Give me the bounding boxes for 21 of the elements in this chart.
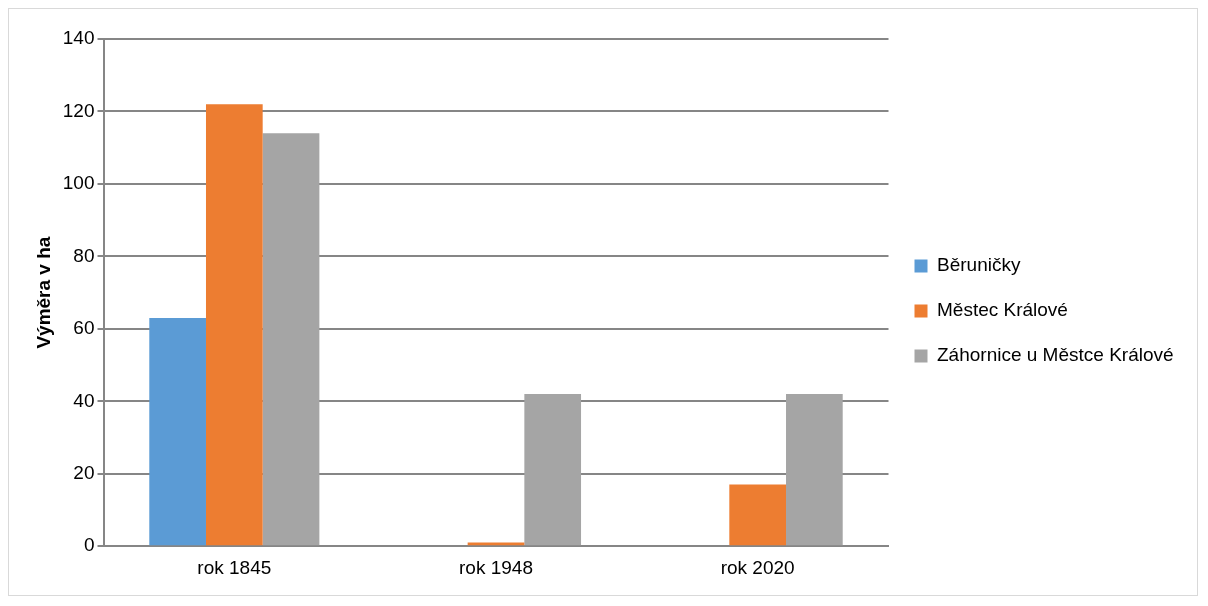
x-tick-label: rok 1948: [459, 556, 533, 578]
y-tick-label: 40: [73, 389, 95, 411]
legend-label: Běruničky: [937, 254, 1021, 276]
x-tick-label: rok 1845: [197, 556, 272, 578]
legend-label: Městec Králové: [937, 299, 1068, 321]
y-tick-label: 80: [73, 244, 95, 266]
bar: [729, 484, 787, 546]
y-tick-label: 0: [83, 534, 95, 556]
bar: [262, 133, 320, 546]
y-tick-label: 140: [62, 27, 95, 49]
y-tick-label: 20: [73, 461, 95, 483]
bar: [524, 394, 582, 546]
y-tick-label: 120: [62, 99, 95, 121]
bar: [786, 394, 843, 546]
y-axis-title: Výměra v ha: [32, 236, 54, 349]
x-tick-label: rok 2020: [720, 556, 795, 578]
y-tick-label: 60: [73, 317, 95, 339]
y-tick-label: 100: [62, 172, 95, 194]
legend-label: Záhornice u Městce Králové: [937, 344, 1174, 366]
bar: [205, 104, 263, 546]
bar: [149, 317, 206, 546]
